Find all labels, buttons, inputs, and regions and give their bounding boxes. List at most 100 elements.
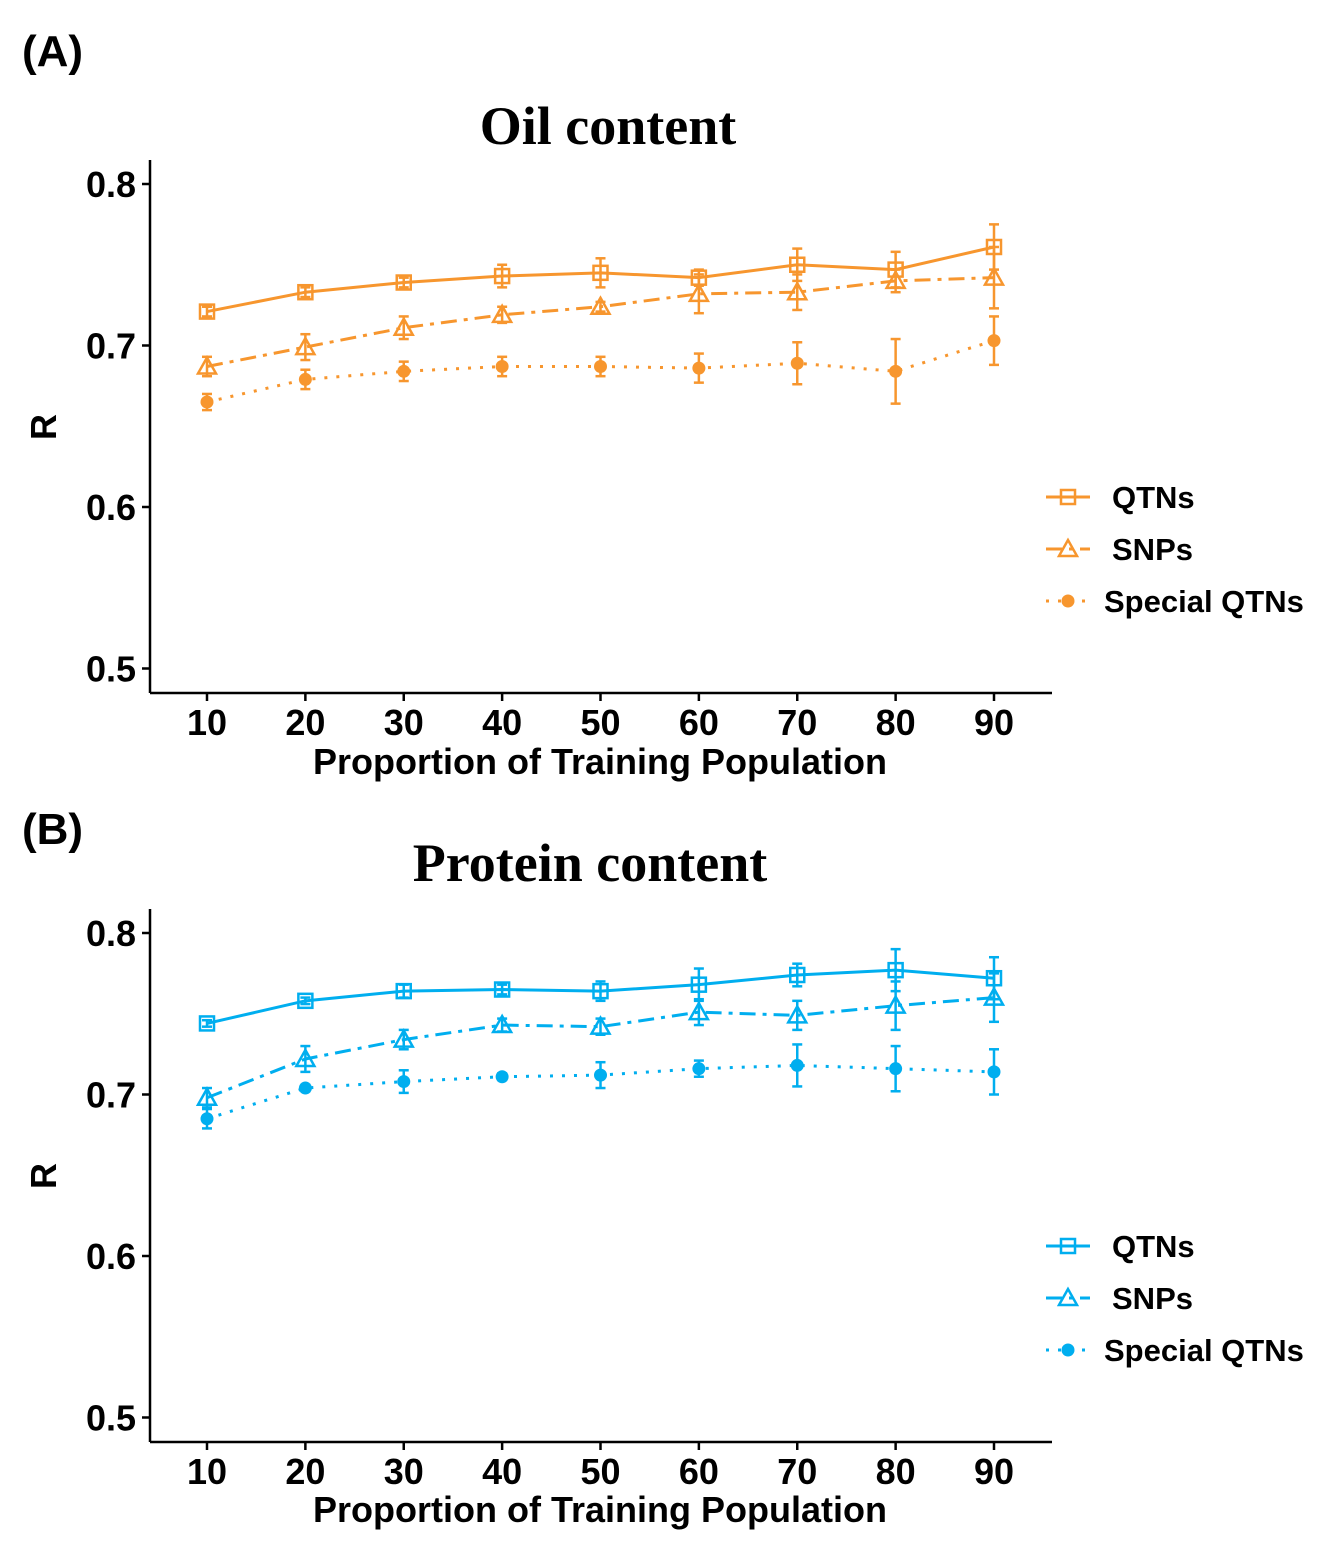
legend-marker	[1061, 1343, 1075, 1357]
data-point	[982, 986, 1006, 1006]
series-qtns	[198, 947, 1003, 1032]
legend-label: SNPs	[1112, 532, 1193, 567]
legend-label: QTNs	[1112, 480, 1195, 515]
y-tick-label: 0.5	[86, 1398, 136, 1439]
legend-marker	[1056, 1286, 1080, 1307]
data-point	[789, 256, 806, 273]
data-point	[493, 267, 511, 285]
data-point	[395, 274, 412, 291]
x-tick-label: 30	[384, 1451, 424, 1492]
data-point	[889, 1062, 903, 1076]
data-point	[294, 1047, 317, 1068]
x-tick-label: 80	[876, 1451, 916, 1492]
data-point	[397, 364, 411, 378]
x-tick-label: 90	[974, 702, 1014, 743]
y-axis-label: R	[23, 1163, 64, 1189]
data-point	[298, 372, 312, 386]
x-tick-label: 20	[285, 1451, 325, 1492]
data-point	[690, 976, 708, 993]
data-point	[589, 295, 612, 315]
y-tick-label: 0.5	[86, 649, 136, 690]
data-point	[889, 364, 903, 378]
x-tick-label: 40	[482, 1451, 522, 1492]
data-point	[298, 1081, 312, 1095]
data-point	[982, 266, 1006, 286]
x-tick-label: 60	[679, 1451, 719, 1492]
data-point	[987, 334, 1001, 348]
data-point	[589, 1015, 612, 1035]
legend-label: Special QTNs	[1104, 1333, 1304, 1368]
data-point	[397, 1075, 411, 1089]
x-tick-label: 20	[285, 702, 325, 743]
panel-a: (A) Oil content Proportion of Training P…	[22, 27, 1304, 782]
data-point	[392, 1028, 415, 1048]
y-axis-label: R	[23, 414, 64, 440]
legend-marker	[1056, 537, 1080, 558]
series-line	[206, 996, 995, 1100]
legend-item: SNPs	[1046, 532, 1193, 567]
x-tick-label: 50	[580, 1451, 620, 1492]
y-tick-label: 0.6	[86, 487, 136, 528]
data-point	[884, 269, 907, 290]
legend-label: SNPs	[1112, 1281, 1193, 1316]
data-point	[687, 282, 711, 303]
x-tick-label: 10	[187, 1451, 227, 1492]
y-tick-label: 0.8	[86, 913, 136, 954]
x-tick-label: 80	[876, 702, 916, 743]
x-tick-label: 60	[679, 702, 719, 743]
y-tick-label: 0.7	[86, 1075, 136, 1116]
data-point	[392, 316, 415, 336]
chart-title: Protein content	[413, 833, 767, 893]
data-point	[490, 1013, 514, 1034]
data-point	[200, 395, 214, 409]
data-point	[887, 961, 904, 979]
x-tick-label: 50	[580, 702, 620, 743]
y-tick-label: 0.6	[86, 1236, 136, 1277]
data-point	[297, 992, 314, 1010]
data-point	[195, 1086, 219, 1106]
x-axis-label: Proportion of Training Population	[313, 1489, 887, 1530]
x-tick-label: 70	[777, 1451, 817, 1492]
data-point	[495, 359, 509, 373]
data-point	[786, 280, 809, 301]
panel-b: (B) Protein content Proportion of Traini…	[22, 805, 1304, 1530]
data-point	[198, 303, 216, 320]
data-point	[592, 264, 609, 282]
data-point	[790, 356, 804, 370]
legend-marker	[1059, 1237, 1077, 1255]
series-snps	[195, 245, 1006, 378]
data-point	[195, 354, 219, 375]
data-point	[395, 982, 412, 1000]
y-tick-label: 0.8	[86, 164, 136, 205]
x-axis-label: Proportion of Training Population	[313, 741, 887, 782]
data-point	[490, 303, 514, 324]
data-point	[790, 1058, 804, 1072]
data-point	[200, 1112, 214, 1126]
data-point	[884, 994, 907, 1014]
x-tick-label: 70	[777, 702, 817, 743]
y-tick-label: 0.7	[86, 326, 136, 367]
legend-label: Special QTNs	[1104, 584, 1304, 619]
data-point	[789, 966, 806, 984]
data-point	[987, 1065, 1001, 1079]
data-point	[786, 1003, 809, 1024]
data-point	[493, 981, 511, 998]
legend-marker	[1061, 594, 1075, 608]
legend-marker	[1059, 488, 1077, 506]
legend-item: QTNs	[1046, 1229, 1195, 1264]
panel-label: (B)	[22, 805, 83, 854]
data-point	[594, 359, 607, 373]
data-point	[294, 335, 317, 356]
series-special-qtns	[200, 1043, 1001, 1130]
x-tick-label: 90	[974, 1451, 1014, 1492]
series-special-qtns	[200, 315, 1001, 412]
legend-label: QTNs	[1112, 1229, 1195, 1264]
data-point	[297, 283, 314, 301]
x-tick-label: 40	[482, 702, 522, 743]
data-point	[687, 1000, 711, 1021]
legend-item: QTNs	[1046, 480, 1195, 515]
legend-item: Special QTNs	[1046, 584, 1304, 619]
data-point	[692, 1062, 706, 1076]
chart-title: Oil content	[480, 96, 736, 156]
data-point	[495, 1070, 509, 1084]
